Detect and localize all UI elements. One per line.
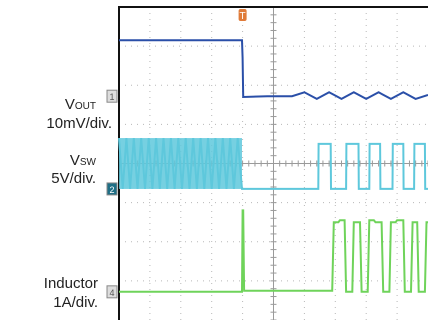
ch4-marker bbox=[106, 285, 118, 299]
ch2-marker bbox=[106, 182, 118, 196]
vout-scale-label: 10mV/div. bbox=[46, 115, 112, 132]
vsw-scale-label: 5V/div. bbox=[51, 170, 96, 187]
vout-trace bbox=[119, 39, 428, 101]
trigger-marker-text: T bbox=[240, 11, 246, 22]
vsw-label-sub: SW bbox=[79, 157, 96, 168]
ch2-marker-text: 2 bbox=[109, 185, 114, 195]
inductor-label: Inductor bbox=[43, 275, 98, 292]
vout-label: VOUT bbox=[0, 96, 96, 116]
ch4-marker-text: 4 bbox=[109, 288, 114, 298]
vsw-label: VSW bbox=[0, 152, 96, 172]
inductor-scale-label: 1A/div. bbox=[53, 294, 98, 311]
trigger-marker bbox=[238, 9, 247, 21]
vsw-label-main: V bbox=[69, 152, 80, 169]
vout-label-sub: OUT bbox=[74, 101, 96, 112]
ch1-marker-text: 1 bbox=[109, 92, 114, 102]
vsw-switching-band bbox=[119, 138, 242, 189]
vout-label-main: V bbox=[64, 96, 75, 113]
traces bbox=[118, 39, 428, 293]
inductor-trace bbox=[119, 209, 428, 293]
ch1-marker bbox=[106, 89, 118, 103]
channel-markers: T 1 2 4 bbox=[106, 9, 247, 299]
